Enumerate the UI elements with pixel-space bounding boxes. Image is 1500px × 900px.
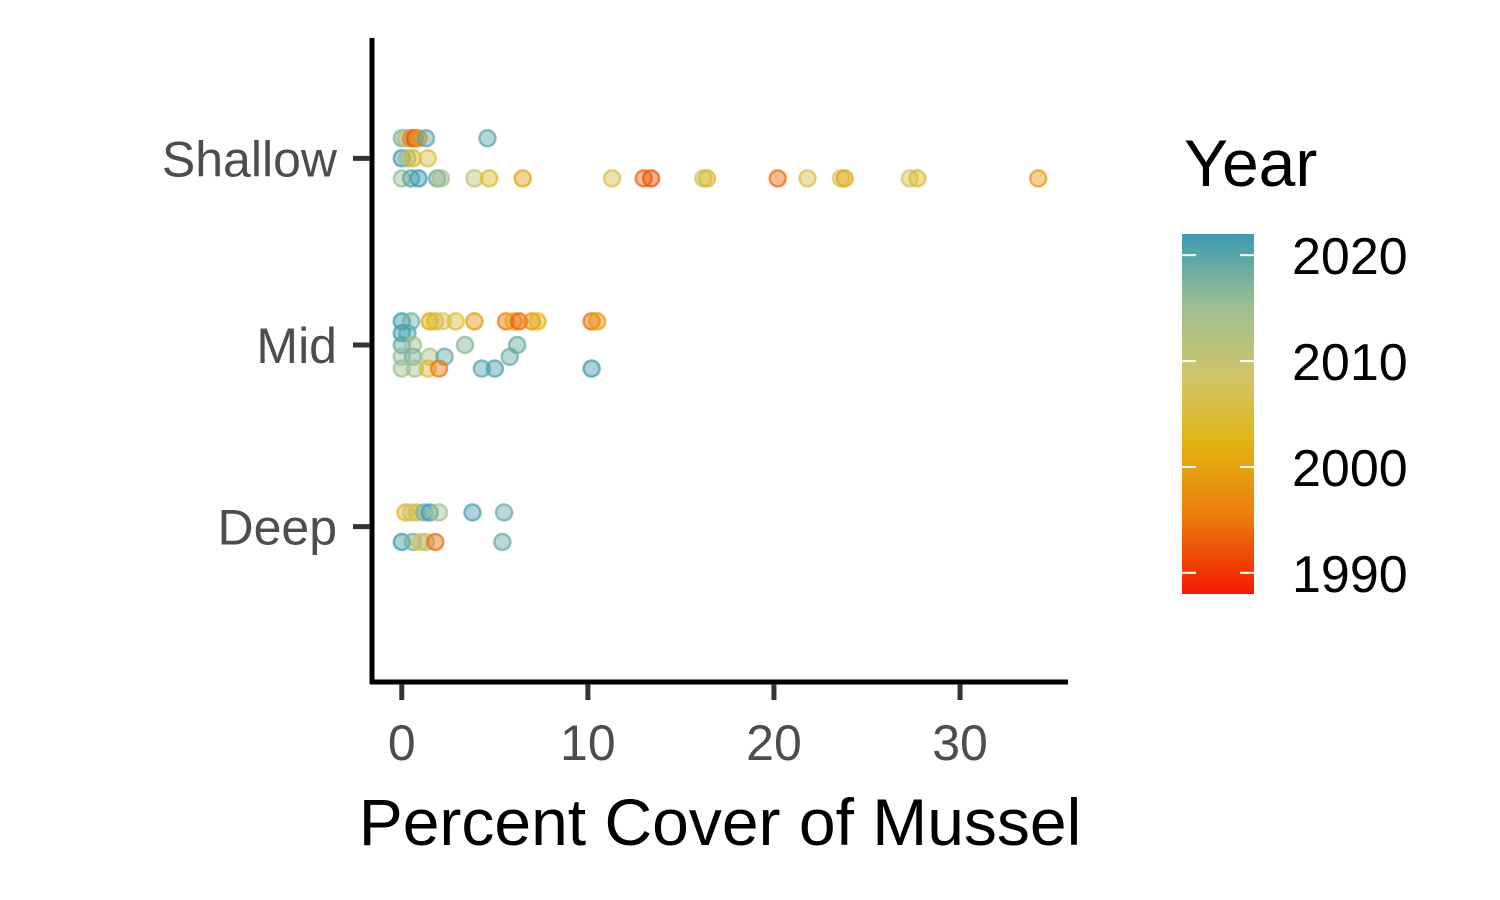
legend-title: Year bbox=[1184, 126, 1317, 200]
data-points bbox=[392, 129, 1048, 552]
data-point bbox=[401, 503, 421, 522]
x-axis-title: Percent Cover of Mussel bbox=[359, 785, 1082, 859]
data-point bbox=[485, 359, 505, 378]
data-point bbox=[455, 335, 475, 355]
legend: Year 2020 2010 2000 1990 bbox=[1182, 126, 1408, 604]
data-point bbox=[641, 169, 661, 188]
y-axis: Shallow Mid Deep bbox=[162, 131, 370, 556]
data-point bbox=[416, 129, 436, 148]
data-point bbox=[504, 312, 523, 331]
data-point bbox=[522, 312, 542, 331]
y-tick-label: Deep bbox=[217, 500, 337, 556]
x-tick-label: 30 bbox=[932, 715, 988, 771]
data-point bbox=[426, 532, 445, 552]
data-point bbox=[463, 503, 482, 522]
x-tick-label: 20 bbox=[746, 715, 802, 771]
data-point bbox=[429, 359, 449, 378]
legend-colorbar bbox=[1182, 234, 1254, 594]
legend-tick-label: 2000 bbox=[1292, 440, 1408, 498]
data-point bbox=[587, 312, 607, 331]
legend-tick-label: 1990 bbox=[1292, 546, 1408, 604]
data-point bbox=[478, 129, 497, 148]
y-tick-label: Mid bbox=[256, 318, 337, 374]
data-point bbox=[433, 312, 452, 331]
data-point bbox=[396, 129, 415, 148]
x-axis: 0 10 20 30 bbox=[388, 684, 988, 771]
data-point bbox=[420, 312, 439, 331]
data-point bbox=[409, 169, 428, 188]
data-point bbox=[513, 169, 532, 188]
legend-tick-label: 2020 bbox=[1292, 228, 1408, 286]
data-point bbox=[398, 149, 417, 168]
y-tick-label: Shallow bbox=[162, 131, 338, 187]
data-point bbox=[479, 169, 499, 188]
data-point bbox=[835, 169, 854, 188]
data-point bbox=[465, 312, 484, 331]
data-point bbox=[405, 359, 425, 378]
data-point bbox=[1028, 169, 1048, 188]
data-point bbox=[528, 312, 547, 331]
data-point bbox=[908, 169, 927, 188]
x-tick-label: 0 bbox=[388, 715, 416, 771]
x-tick-label: 10 bbox=[560, 715, 616, 771]
data-point bbox=[416, 532, 436, 552]
data-point bbox=[429, 503, 449, 522]
data-point bbox=[768, 169, 787, 188]
data-point bbox=[582, 359, 601, 378]
data-point bbox=[403, 149, 423, 168]
data-point bbox=[697, 169, 717, 188]
data-point bbox=[493, 532, 512, 552]
data-point bbox=[431, 169, 451, 188]
data-point bbox=[509, 312, 529, 331]
data-point bbox=[392, 359, 412, 378]
legend-ticks: 2020 2010 2000 1990 bbox=[1182, 228, 1408, 604]
data-point bbox=[500, 347, 519, 367]
data-point bbox=[446, 312, 465, 331]
legend-tick-label: 2010 bbox=[1292, 334, 1408, 392]
data-point bbox=[582, 312, 601, 331]
data-point bbox=[602, 169, 622, 188]
data-point bbox=[418, 149, 438, 168]
data-point bbox=[494, 503, 514, 522]
data-point bbox=[798, 169, 817, 188]
data-point bbox=[420, 503, 439, 522]
data-point bbox=[472, 359, 492, 378]
